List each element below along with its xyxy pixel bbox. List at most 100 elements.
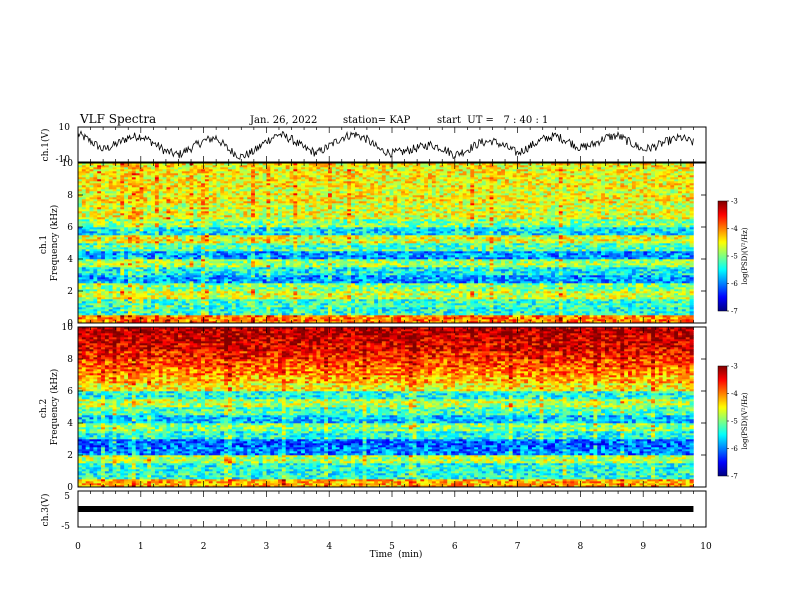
ch1-spec-cell bbox=[213, 291, 217, 293]
ch1-spec-cell bbox=[116, 319, 120, 321]
ch1-spec-cell bbox=[255, 269, 259, 271]
ch1-spec-cell bbox=[270, 217, 274, 219]
ch1-spec-cell bbox=[313, 191, 317, 193]
ch1-spec-cell bbox=[82, 247, 86, 249]
ch1-spec-cell bbox=[147, 191, 151, 193]
ch1-spec-cell bbox=[120, 211, 124, 213]
ch1-spec-cell bbox=[282, 211, 286, 213]
ch1-spec-cell bbox=[97, 191, 101, 193]
ch1-spec-cell bbox=[240, 187, 244, 189]
ch1-spec-cell bbox=[140, 267, 144, 269]
ch1-spec-cell bbox=[255, 171, 259, 173]
ch1-spec-cell bbox=[182, 317, 186, 319]
ch1-spec-cell bbox=[113, 239, 117, 241]
ch1-spec-cell bbox=[128, 289, 132, 291]
ch1-spec-cell bbox=[143, 313, 147, 315]
ch1-spec-cell bbox=[128, 311, 132, 313]
ch1-spec-cell bbox=[155, 231, 159, 233]
ch1-spec-cell bbox=[124, 175, 128, 177]
ch1-spec-cell bbox=[147, 189, 151, 191]
ch1-spec-cell bbox=[178, 307, 182, 309]
ch1-spec-cell bbox=[301, 169, 305, 171]
ch1-spec-cell bbox=[178, 273, 182, 275]
ch1-spec-cell bbox=[220, 205, 224, 207]
ch1-spec-cell bbox=[159, 195, 163, 197]
ch1-spec-cell bbox=[293, 187, 297, 189]
ch1-spec-cell bbox=[120, 215, 124, 217]
ch1-spec-cell bbox=[170, 211, 174, 213]
ch1-spec-cell bbox=[290, 219, 294, 221]
ch1-spec-cell bbox=[209, 221, 213, 223]
ch1-spec-cell bbox=[151, 293, 155, 295]
ch1-spec-cell bbox=[166, 299, 170, 301]
ch1-spec-cell bbox=[120, 201, 124, 203]
ch1-spec-cell bbox=[286, 207, 290, 209]
ch1-spec-cell bbox=[78, 239, 82, 241]
ch1-spec-cell bbox=[309, 279, 313, 281]
ch1-spec-cell bbox=[255, 225, 259, 227]
ch1-spec-cell bbox=[243, 281, 247, 283]
ch1-spec-cell bbox=[282, 215, 286, 217]
ch1-spec-cell bbox=[163, 205, 167, 207]
ch1-spec-cell bbox=[90, 257, 94, 259]
ch1-spec-cell bbox=[255, 247, 259, 249]
ch1-spec-cell bbox=[263, 217, 267, 219]
ch1-spec-cell bbox=[213, 177, 217, 179]
ch1-spec-cell bbox=[166, 215, 170, 217]
ch1-spec-cell bbox=[263, 181, 267, 183]
ch1-spec-cell bbox=[243, 317, 247, 319]
ch1-spec-cell bbox=[193, 251, 197, 253]
ch1-spec-cell bbox=[178, 249, 182, 251]
ch1-spec-cell bbox=[136, 211, 140, 213]
ch1-spec-cell bbox=[236, 291, 240, 293]
ch1-spec-cell bbox=[136, 189, 140, 191]
ch1-spec-cell bbox=[124, 299, 128, 301]
ch1-spec-cell bbox=[124, 185, 128, 187]
ch1-spec-cell bbox=[174, 295, 178, 297]
ch1-spec-cell bbox=[266, 275, 270, 277]
ch1-spec-cell bbox=[228, 291, 232, 293]
ch1-spec-cell bbox=[259, 213, 263, 215]
ch1-spec-cell bbox=[263, 281, 267, 283]
ch1-spec-cell bbox=[109, 197, 113, 199]
ch1-spec-cell bbox=[136, 183, 140, 185]
ch1-spec-cell bbox=[220, 259, 224, 261]
ch1-spec-cell bbox=[224, 307, 228, 309]
ch1-spec-cell bbox=[116, 187, 120, 189]
ch1-spec-cell bbox=[82, 215, 86, 217]
ch1-spec-cell bbox=[201, 217, 205, 219]
ch1-spec-cell bbox=[124, 245, 128, 247]
ch1-spec-cell bbox=[143, 267, 147, 269]
ch1-spec-cell bbox=[186, 313, 190, 315]
ch1-spec-cell bbox=[228, 307, 232, 309]
ch1-spec-cell bbox=[101, 209, 105, 211]
ch1-spec-cell bbox=[266, 303, 270, 305]
ch1-spec-cell bbox=[116, 169, 120, 171]
ch1-spec-cell bbox=[159, 219, 163, 221]
ch1-spec-cell bbox=[209, 307, 213, 309]
ch1-spec-cell bbox=[224, 313, 228, 315]
ch1-spec-cell bbox=[286, 293, 290, 295]
ch1-spec-cell bbox=[251, 245, 255, 247]
ch1-spec-cell bbox=[193, 223, 197, 225]
ch1-spec-cell bbox=[290, 239, 294, 241]
ch1-spec-cell bbox=[216, 267, 220, 269]
ch1-spec-cell bbox=[140, 293, 144, 295]
ch1-spec-cell bbox=[297, 303, 301, 305]
ch1-spec-cell bbox=[170, 245, 174, 247]
ch1-spec-cell bbox=[86, 289, 90, 291]
ch1-spec-cell bbox=[170, 317, 174, 319]
ch1-spec-cell bbox=[282, 295, 286, 297]
ch1-spec-cell bbox=[159, 165, 163, 167]
ch1-spec-cell bbox=[163, 173, 167, 175]
ch1-spec-cell bbox=[178, 229, 182, 231]
ch1-spec-cell bbox=[140, 299, 144, 301]
ch1-spec-cell bbox=[220, 251, 224, 253]
ch1-spec-cell bbox=[313, 215, 317, 217]
ch1-spec-cell bbox=[120, 239, 124, 241]
ch1-spec-cell bbox=[82, 167, 86, 169]
ch1-spec-cell bbox=[132, 207, 136, 209]
ch1-spec-cell bbox=[120, 235, 124, 237]
ch1-spec-cell bbox=[186, 191, 190, 193]
ch1-spec-cell bbox=[286, 285, 290, 287]
